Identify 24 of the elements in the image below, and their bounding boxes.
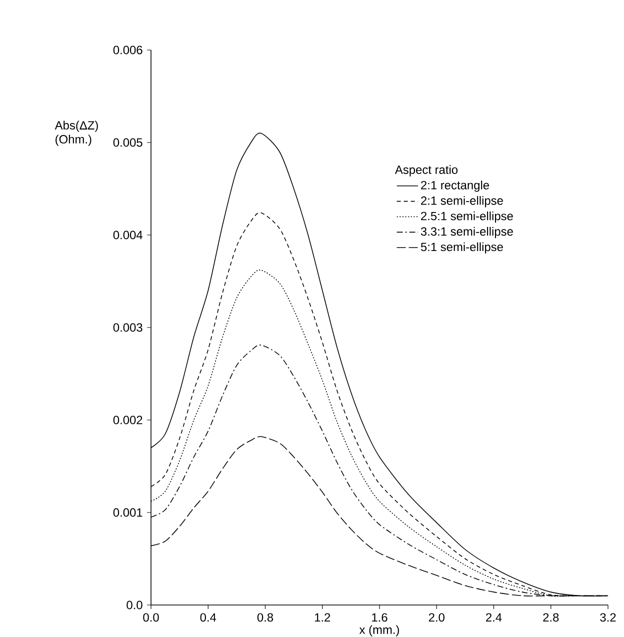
- legend-label: 3.3:1 semi-ellipse: [420, 226, 513, 238]
- x-tick-label: 0.4: [200, 613, 216, 622]
- x-tick-label: 0.8: [257, 613, 274, 622]
- x-tick-label: 3.2: [600, 613, 616, 622]
- legend-label: 2.5:1 semi-ellipse: [421, 212, 513, 223]
- legend-label: 2:1 semi-ellipse: [421, 196, 503, 208]
- x-tick-label: 0.0: [143, 613, 159, 622]
- x-tick-label: 2.0: [428, 613, 444, 622]
- x-tick-label: 2.4: [486, 613, 502, 622]
- x-tick-label: 1.6: [372, 613, 388, 622]
- x-tick-label: 2.8: [543, 613, 559, 622]
- x-axis-title: x (mm.): [359, 625, 399, 636]
- y-tick-label: 0.006: [113, 46, 142, 54]
- x-tick-label: 1.2: [314, 613, 330, 622]
- y-tick-label: 0.0: [126, 600, 142, 610]
- y-tick-label: 0.005: [113, 138, 142, 147]
- legend-label: 2:1 rectangle: [421, 180, 490, 192]
- y-tick-label: 0.002: [113, 416, 142, 424]
- legend-title: Aspect ratio: [394, 165, 458, 176]
- y-axis-title: Abs(ΔZ) (Ohm.): [54, 120, 98, 146]
- legend-label: 5:1 semi-ellipse: [420, 242, 503, 254]
- y-tick-label: 0.003: [113, 323, 142, 332]
- y-tick-label: 0.001: [113, 508, 142, 517]
- y-tick-label: 0.004: [113, 230, 142, 240]
